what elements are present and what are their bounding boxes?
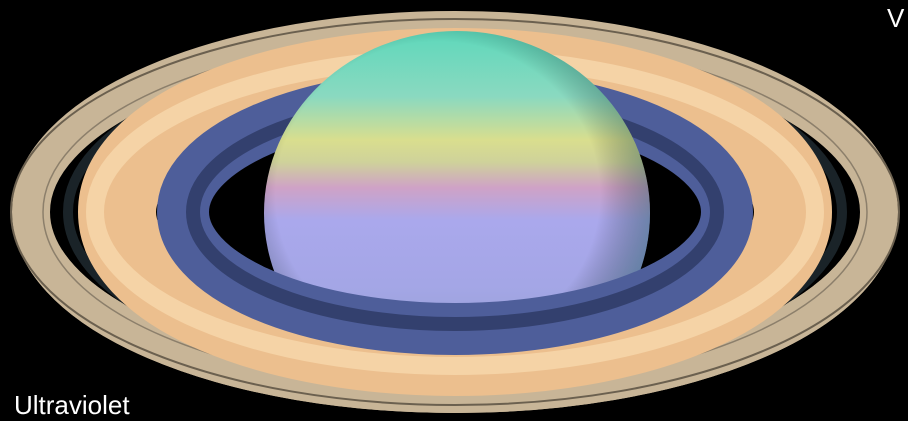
label-ultraviolet: Ultraviolet xyxy=(14,390,130,420)
label-visible: V xyxy=(887,3,905,33)
